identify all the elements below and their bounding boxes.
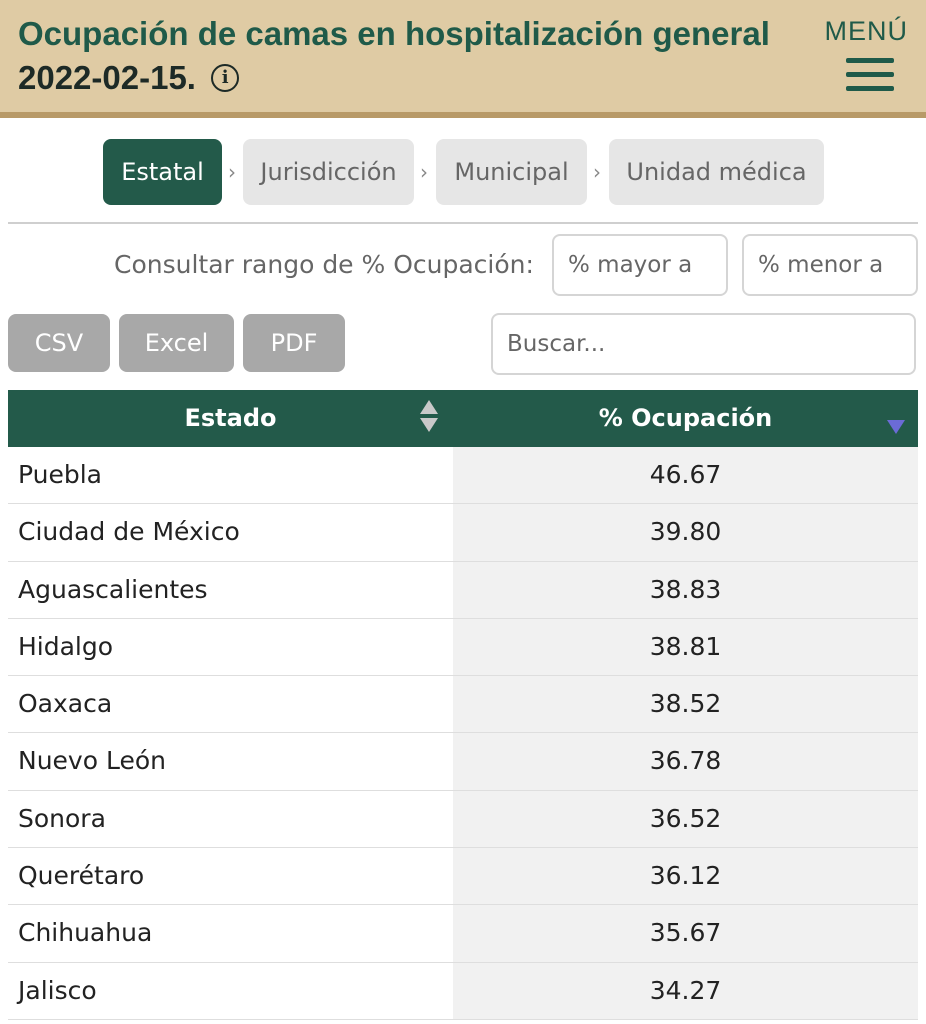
cell-ocupacion: 35.67 xyxy=(453,905,918,962)
breadcrumb: Estatal › Jurisdicción › Municipal › Uni… xyxy=(0,139,926,205)
table-row[interactable]: Jalisco 34.27 xyxy=(8,962,918,1020)
table-row[interactable]: Chihuahua 35.67 xyxy=(8,905,918,963)
search-input[interactable] xyxy=(491,313,916,375)
range-max-input[interactable] xyxy=(742,234,918,296)
cell-estado: Ciudad de México xyxy=(8,504,453,561)
breadcrumb-unidad-medica[interactable]: Unidad médica xyxy=(609,139,824,205)
column-header-ocupacion-label: % Ocupación xyxy=(598,404,773,432)
chevron-right-icon: › xyxy=(228,160,236,184)
table-header: Estado % Ocupación xyxy=(8,390,918,447)
table-row[interactable]: Hidalgo 38.81 xyxy=(8,618,918,677)
cell-ocupacion: 36.12 xyxy=(453,848,918,905)
cell-estado: Nuevo León xyxy=(8,733,453,790)
cell-ocupacion: 36.78 xyxy=(453,733,918,790)
page-title-text: Ocupación de camas en hospitalización ge… xyxy=(18,15,770,52)
chevron-right-icon: › xyxy=(420,160,428,184)
page-title: Ocupación de camas en hospitalización ge… xyxy=(18,12,808,100)
divider xyxy=(8,222,918,224)
cell-estado: Sonora xyxy=(8,790,453,848)
info-circle-icon[interactable]: i xyxy=(211,64,240,92)
sort-descending-icon[interactable] xyxy=(887,420,905,434)
cell-estado: Puebla xyxy=(8,447,453,504)
range-filter-label: Consultar rango de % Ocupación: xyxy=(114,250,534,279)
breadcrumb-jurisdiccion[interactable]: Jurisdicción xyxy=(243,139,414,205)
cell-estado: Jalisco xyxy=(8,962,453,1019)
table-row[interactable]: Querétaro 36.12 xyxy=(8,848,918,906)
cell-ocupacion: 46.67 xyxy=(453,447,918,504)
cell-ocupacion: 39.80 xyxy=(453,504,918,561)
cell-ocupacion: 38.52 xyxy=(453,676,918,733)
pdf-export-button[interactable]: PDF xyxy=(243,314,345,372)
chevron-right-icon: › xyxy=(593,160,601,184)
table-row[interactable]: Aguascalientes 38.83 xyxy=(8,561,918,619)
table-row[interactable]: Ciudad de México 39.80 xyxy=(8,504,918,562)
breadcrumb-municipal[interactable]: Municipal xyxy=(436,139,587,205)
cell-estado: Oaxaca xyxy=(8,676,453,733)
cell-estado: Hidalgo xyxy=(8,618,453,676)
cell-estado: Aguascalientes xyxy=(8,561,453,618)
table-row[interactable]: Oaxaca 38.52 xyxy=(8,676,918,734)
hamburger-menu-icon[interactable] xyxy=(846,58,894,92)
column-header-ocupacion[interactable]: % Ocupación xyxy=(453,390,918,447)
breadcrumb-estatal[interactable]: Estatal xyxy=(103,139,222,205)
cell-ocupacion: 38.83 xyxy=(453,561,918,618)
menu-label[interactable]: MENÚ xyxy=(824,16,908,46)
table-row[interactable]: Sonora 36.52 xyxy=(8,790,918,849)
csv-export-button[interactable]: CSV xyxy=(8,314,110,372)
occupancy-table: Estado % Ocupación Puebla 46.67 Ciudad d… xyxy=(8,390,918,1020)
cell-ocupacion: 36.52 xyxy=(453,790,918,848)
cell-estado: Chihuahua xyxy=(8,905,453,962)
sort-both-icon[interactable] xyxy=(420,400,438,436)
excel-export-button[interactable]: Excel xyxy=(119,314,234,372)
cell-ocupacion: 38.81 xyxy=(453,618,918,676)
column-header-estado-label: Estado xyxy=(184,404,277,432)
table-row[interactable]: Nuevo León 36.78 xyxy=(8,733,918,791)
column-header-estado[interactable]: Estado xyxy=(8,390,453,447)
cell-estado: Querétaro xyxy=(8,848,453,905)
page-title-date: 2022-02-15. xyxy=(18,59,196,96)
range-min-input[interactable] xyxy=(552,234,728,296)
cell-ocupacion: 34.27 xyxy=(453,962,918,1019)
table-row[interactable]: Puebla 46.67 xyxy=(8,447,918,505)
page-header: Ocupación de camas en hospitalización ge… xyxy=(0,0,926,118)
